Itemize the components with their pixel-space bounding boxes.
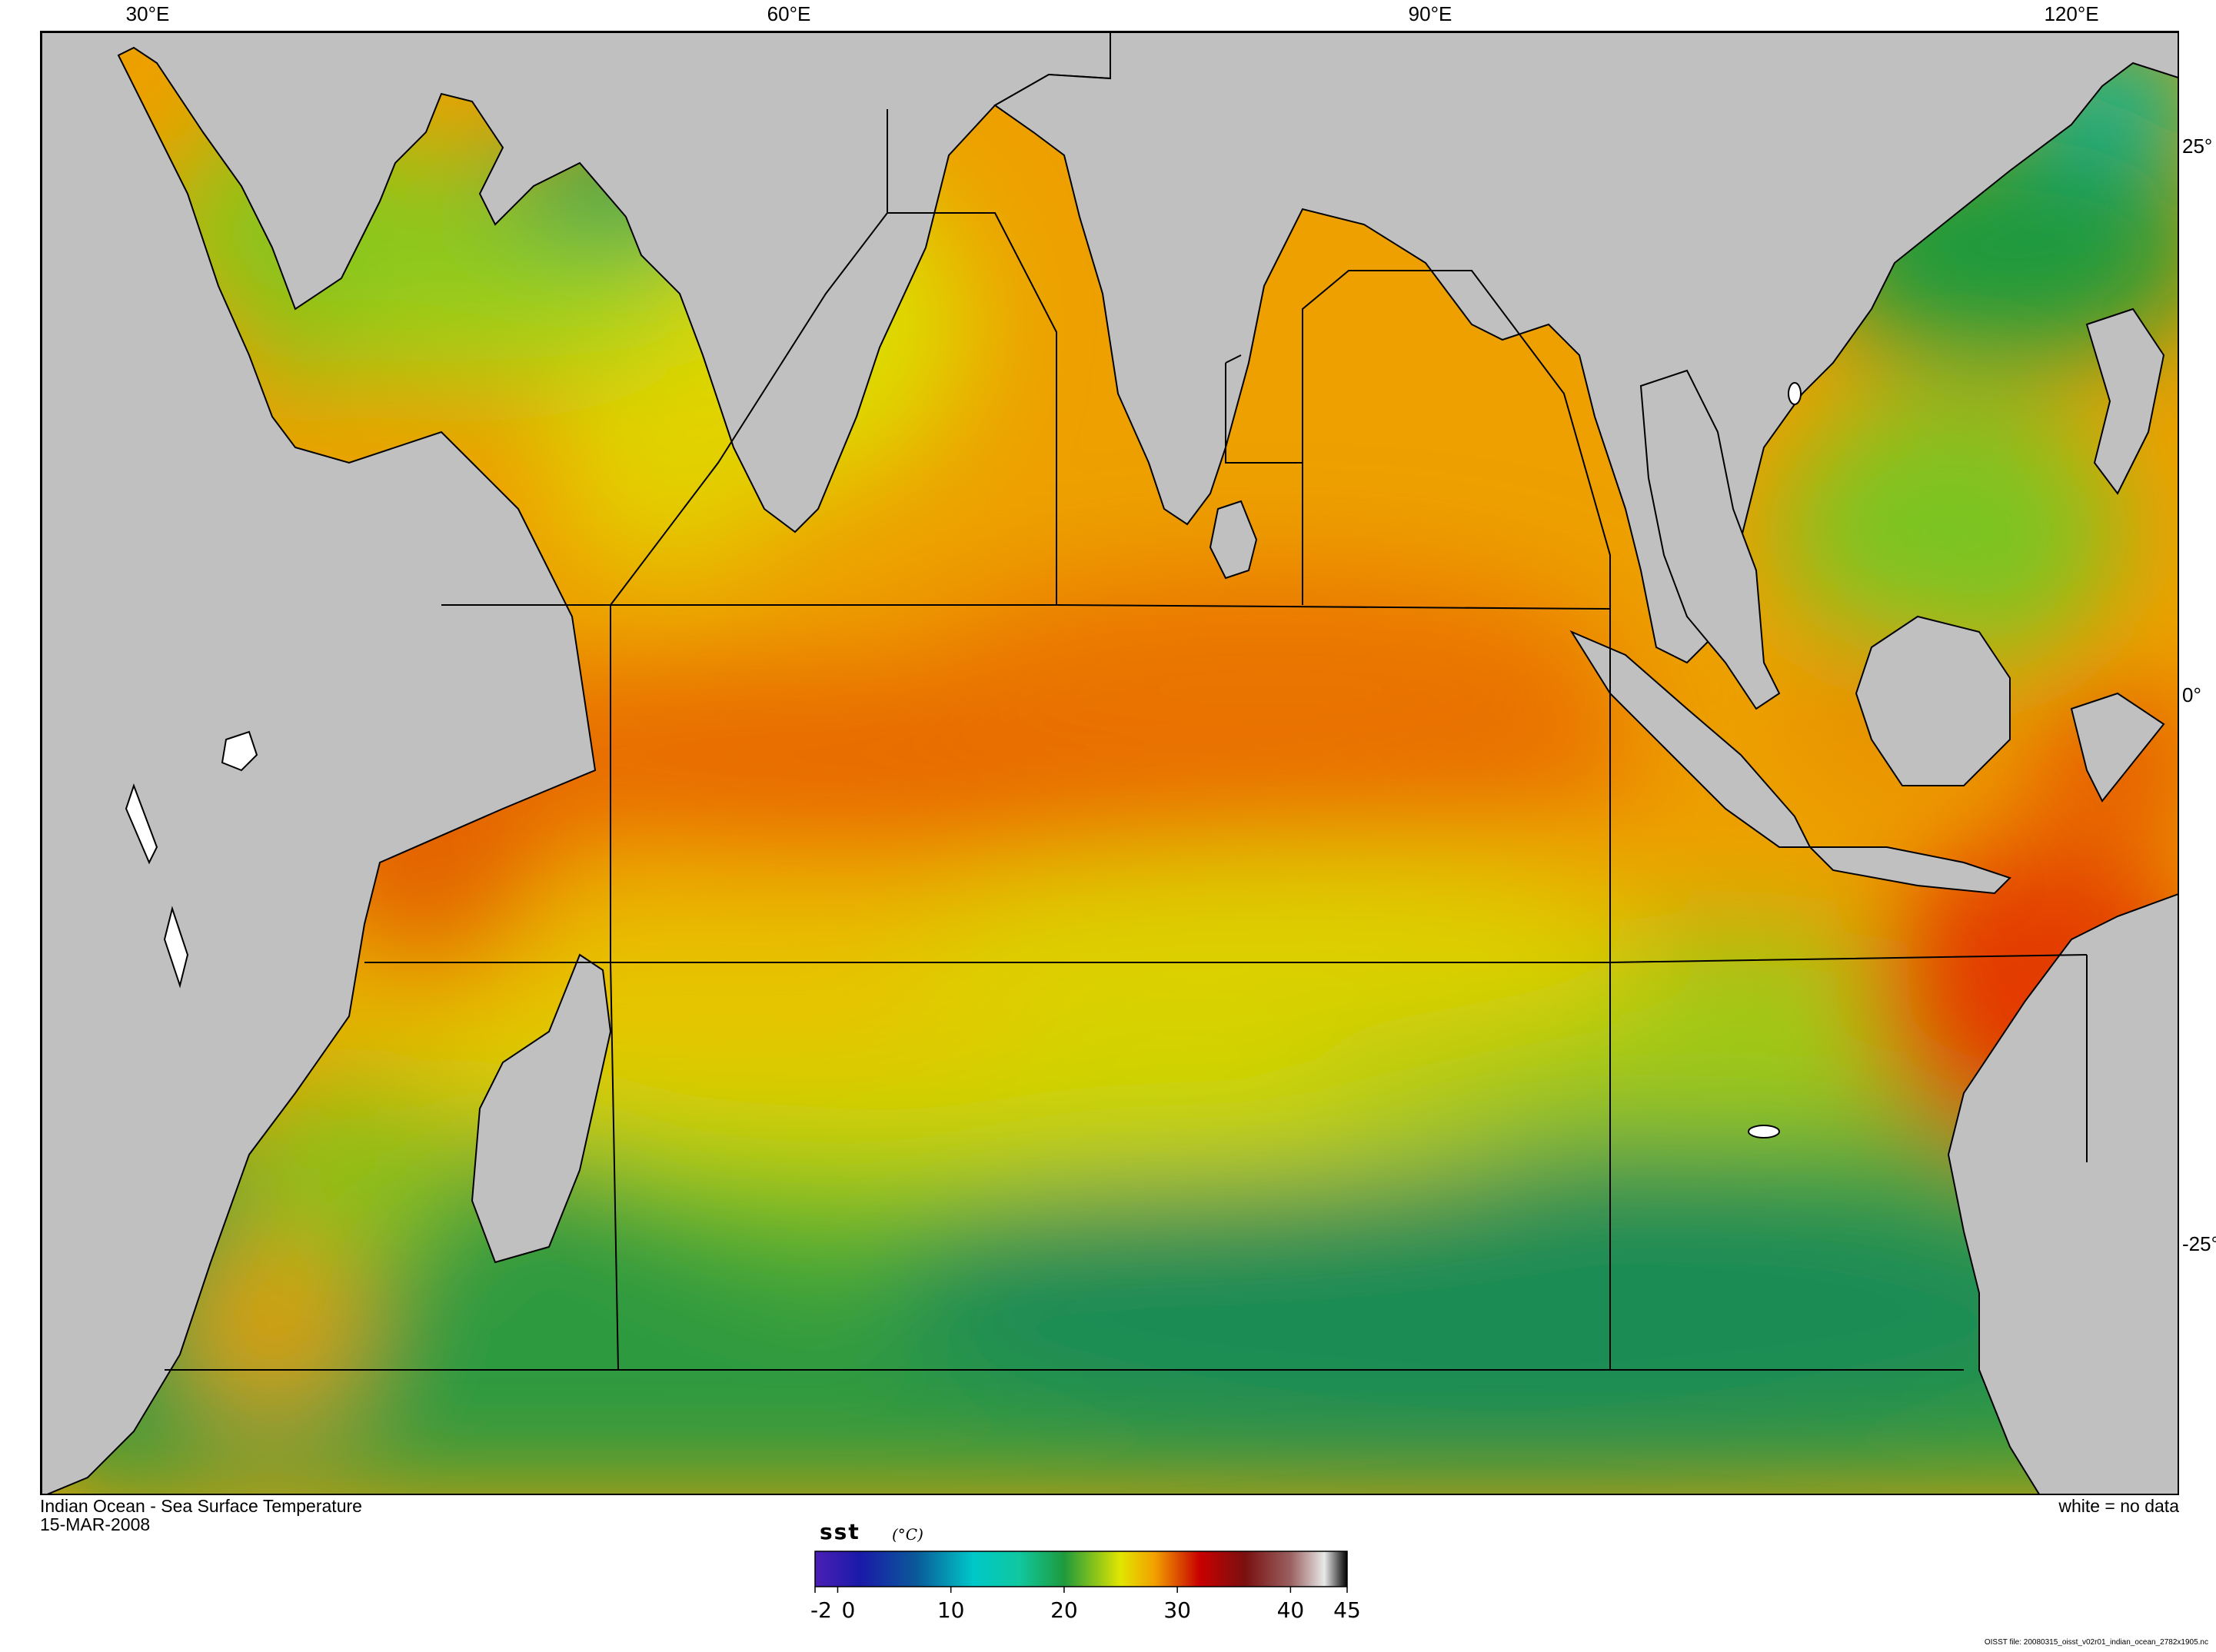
map-date: 15-MAR-2008 (40, 1514, 151, 1534)
colorbar-tick-label: 30 (1163, 1597, 1191, 1623)
sst-map-canvas (42, 32, 2178, 1494)
colorbar: -2 0 10 20 30 40 45 (810, 1551, 1361, 1623)
land-india-seasia (993, 32, 2178, 664)
colorbar-units: (°C) (892, 1525, 923, 1544)
colorbar-gradient (814, 1551, 1348, 1587)
land-malay-peninsula (1639, 369, 1781, 710)
land-sulawesi (2070, 692, 2165, 803)
land-sri-lanka (1209, 500, 1258, 580)
colorbar-tick-label: 40 (1277, 1597, 1305, 1623)
colorbar-tick-label: 20 (1050, 1597, 1078, 1623)
region-boundaries (165, 109, 2088, 1371)
file-note: OISST file: 20080315_oisst_v02r01_indian… (1984, 1638, 2208, 1647)
land-philippines (2085, 307, 2165, 495)
land-madagascar (471, 953, 612, 1264)
lat-label-25s: -25° (2182, 1232, 2216, 1255)
lon-label-120e: 120°E (2044, 2, 2099, 25)
no-data-note: white = no data (2058, 1496, 2179, 1516)
colorbar-tick-label: 0 (842, 1597, 856, 1623)
sst-map[interactable] (40, 31, 2179, 1495)
lat-label-25n: 25° (2182, 135, 2213, 158)
colorbar-tick-label: 45 (1333, 1597, 1361, 1623)
lat-label-0: 0° (2182, 683, 2201, 706)
land-masses (42, 32, 2178, 1494)
colorbar-title: sst (820, 1519, 860, 1544)
no-data-islands (125, 382, 1802, 1138)
colorbar-tick-label: -2 (810, 1597, 832, 1623)
lon-label-90e: 90°E (1408, 2, 1452, 25)
land-australia (1947, 893, 2178, 1494)
land-africa-asia (42, 32, 1111, 1494)
lon-label-60e: 60°E (767, 2, 811, 25)
colorbar-tick-label: 10 (937, 1597, 965, 1623)
land-java (1808, 846, 2011, 895)
lon-label-30e: 30°E (125, 2, 170, 25)
land-borneo (1855, 615, 2011, 786)
map-title: Indian Ocean - Sea Surface Temperature (40, 1496, 362, 1516)
